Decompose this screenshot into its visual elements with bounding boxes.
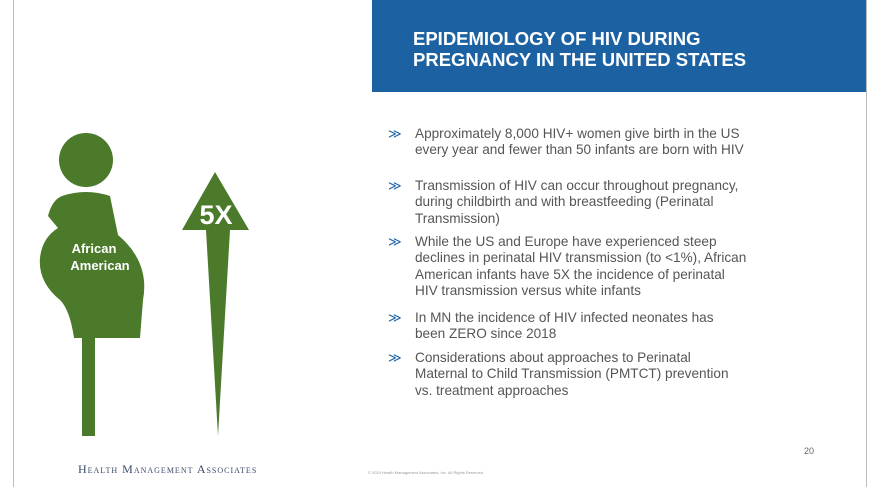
bullet-line: vs. treatment approaches [415, 382, 569, 398]
bullet-text: Transmission of HIV can occur throughout… [415, 178, 738, 227]
arrow-label: 5X [199, 200, 232, 230]
bullet-marker: ≫ [388, 234, 402, 249]
bullet-line: Transmission) [415, 210, 500, 226]
title-bar [372, 0, 866, 92]
footer-org: Health Management Associates [78, 462, 258, 476]
bullet-line: during childbirth and with breastfeeding… [415, 194, 714, 210]
bullet-marker: ≫ [388, 126, 402, 141]
title-line: PREGNANCY IN THE UNITED STATES [413, 49, 747, 70]
bullet-marker: ≫ [388, 178, 402, 193]
bullet-text: Considerations about approaches to Perin… [415, 350, 729, 399]
bullet-line: Considerations about approaches to Perin… [415, 350, 691, 365]
bullet-marker: ≫ [388, 350, 402, 365]
bullet-text: While the US and Europe have experienced… [415, 234, 746, 299]
figure-leg [82, 336, 95, 436]
bullet-text: Approximately 8,000 HIV+ women give birt… [415, 126, 744, 159]
slide-title: EPIDEMIOLOGY OF HIV DURING PREGNANCY IN … [413, 28, 746, 70]
bullet-line: been ZERO since 2018 [415, 326, 557, 342]
bullet-line: HIV transmission versus white infants [415, 282, 641, 298]
arrow [182, 172, 249, 436]
figure-label: American [70, 258, 129, 273]
bullet-line: Transmission of HIV can occur throughout… [415, 178, 739, 193]
figure-head [59, 133, 113, 187]
figure-body [39, 192, 145, 338]
slide-edge [866, 0, 867, 487]
page-number: 20 [804, 446, 815, 456]
bullet-line: Approximately 8,000 HIV+ women give birt… [415, 126, 740, 141]
bullet-text: In MN the incidence of HIV infected neon… [415, 310, 714, 343]
bullet-line: While the US and Europe have experienced… [415, 234, 717, 249]
bullet-line: Maternal to Child Transmission (PMTCT) p… [415, 366, 729, 382]
bullet-line: In MN the incidence of HIV infected neon… [415, 310, 714, 325]
bullet-line: American infants have 5X the incidence o… [415, 266, 725, 282]
figure-label: African [72, 241, 117, 256]
bullet-line: every year and fewer than 50 infants are… [415, 142, 744, 158]
graphic: African American 5X [39, 133, 249, 436]
copyright: © 2024 Health Management Associates, Inc… [368, 470, 485, 475]
bullet-marker: ≫ [388, 310, 402, 325]
slide-edge [13, 0, 14, 487]
title-line: EPIDEMIOLOGY OF HIV DURING [413, 28, 701, 49]
bullet-line: declines in perinatal HIV transmission (… [415, 250, 747, 266]
